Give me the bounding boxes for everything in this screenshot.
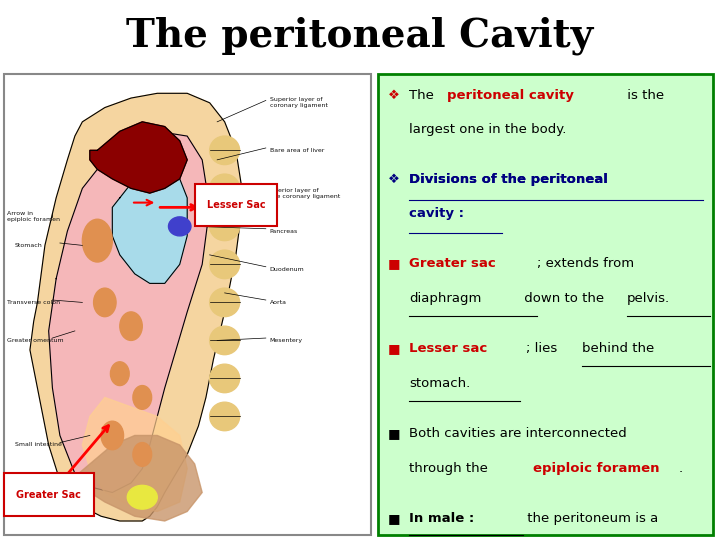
Text: the peritoneum is a: the peritoneum is a — [523, 512, 658, 525]
Ellipse shape — [168, 217, 191, 236]
Text: ❖: ❖ — [388, 89, 400, 102]
Text: peritoneal cavity: peritoneal cavity — [447, 89, 574, 102]
Ellipse shape — [133, 443, 152, 467]
Text: Greater Sac: Greater Sac — [17, 490, 81, 500]
Ellipse shape — [210, 136, 240, 165]
Text: .: . — [678, 462, 683, 475]
Text: diaphragm: diaphragm — [409, 292, 482, 305]
Polygon shape — [112, 170, 187, 284]
Text: The peritoneal Cavity: The peritoneal Cavity — [127, 16, 593, 55]
Ellipse shape — [210, 250, 240, 279]
Text: Stomach: Stomach — [15, 243, 42, 248]
Ellipse shape — [210, 288, 240, 316]
Text: largest one in the body.: largest one in the body. — [409, 124, 567, 137]
Ellipse shape — [210, 212, 240, 241]
Text: pelvis.: pelvis. — [626, 292, 670, 305]
Polygon shape — [68, 435, 202, 521]
Text: Duodenum: Duodenum — [269, 267, 305, 272]
Polygon shape — [49, 131, 210, 492]
Text: Mesentery: Mesentery — [269, 338, 302, 343]
FancyBboxPatch shape — [4, 474, 94, 516]
Ellipse shape — [210, 326, 240, 355]
Text: is the: is the — [624, 89, 665, 102]
Text: epiploic foramen: epiploic foramen — [534, 462, 660, 475]
Polygon shape — [82, 397, 187, 511]
Text: Bare area of liver: Bare area of liver — [269, 148, 324, 153]
Polygon shape — [90, 122, 187, 193]
Text: ❖: ❖ — [388, 173, 400, 186]
Text: Arrow in
epiploic foramen: Arrow in epiploic foramen — [7, 212, 60, 222]
Ellipse shape — [110, 362, 129, 386]
Text: through the: through the — [409, 462, 492, 475]
Text: Inferior layer of
the coronary ligament: Inferior layer of the coronary ligament — [269, 188, 340, 199]
Text: Greater omentum: Greater omentum — [7, 338, 64, 343]
Text: Both cavities are interconnected: Both cavities are interconnected — [409, 427, 626, 440]
Text: behind the: behind the — [582, 342, 654, 355]
Ellipse shape — [120, 312, 143, 340]
Text: In male :: In male : — [409, 512, 474, 525]
Ellipse shape — [94, 288, 116, 316]
Ellipse shape — [210, 364, 240, 393]
Text: ; lies: ; lies — [526, 342, 562, 355]
FancyBboxPatch shape — [378, 75, 713, 535]
Ellipse shape — [210, 402, 240, 431]
Text: down to the: down to the — [520, 292, 608, 305]
Text: ■: ■ — [388, 257, 401, 270]
FancyBboxPatch shape — [4, 75, 371, 535]
Text: Superior layer of
coronary ligament: Superior layer of coronary ligament — [269, 97, 328, 108]
Polygon shape — [30, 93, 243, 521]
Text: Lesser sac: Lesser sac — [409, 342, 487, 355]
Text: ■: ■ — [388, 427, 401, 440]
FancyBboxPatch shape — [194, 184, 277, 226]
Text: ■: ■ — [388, 512, 401, 525]
Text: ; extends from: ; extends from — [537, 257, 634, 270]
Text: cavity :: cavity : — [409, 207, 464, 220]
Text: Divisions of the peritoneal: Divisions of the peritoneal — [409, 173, 608, 186]
Text: Greater sac: Greater sac — [409, 257, 495, 270]
Ellipse shape — [127, 485, 157, 509]
Ellipse shape — [82, 219, 112, 262]
Ellipse shape — [133, 386, 152, 409]
Text: ■: ■ — [388, 342, 401, 355]
Text: Small intestine: Small intestine — [15, 442, 62, 448]
Text: stomach.: stomach. — [409, 377, 470, 390]
Text: Lesser Sac: Lesser Sac — [207, 200, 265, 210]
Text: Pancreas: Pancreas — [269, 228, 298, 234]
Ellipse shape — [101, 421, 124, 450]
Text: Divisions of the peritoneal: Divisions of the peritoneal — [409, 173, 608, 186]
Ellipse shape — [210, 174, 240, 202]
Text: The: The — [409, 89, 438, 102]
Text: Transverse colon: Transverse colon — [7, 300, 60, 305]
Text: Aorta: Aorta — [269, 300, 287, 305]
